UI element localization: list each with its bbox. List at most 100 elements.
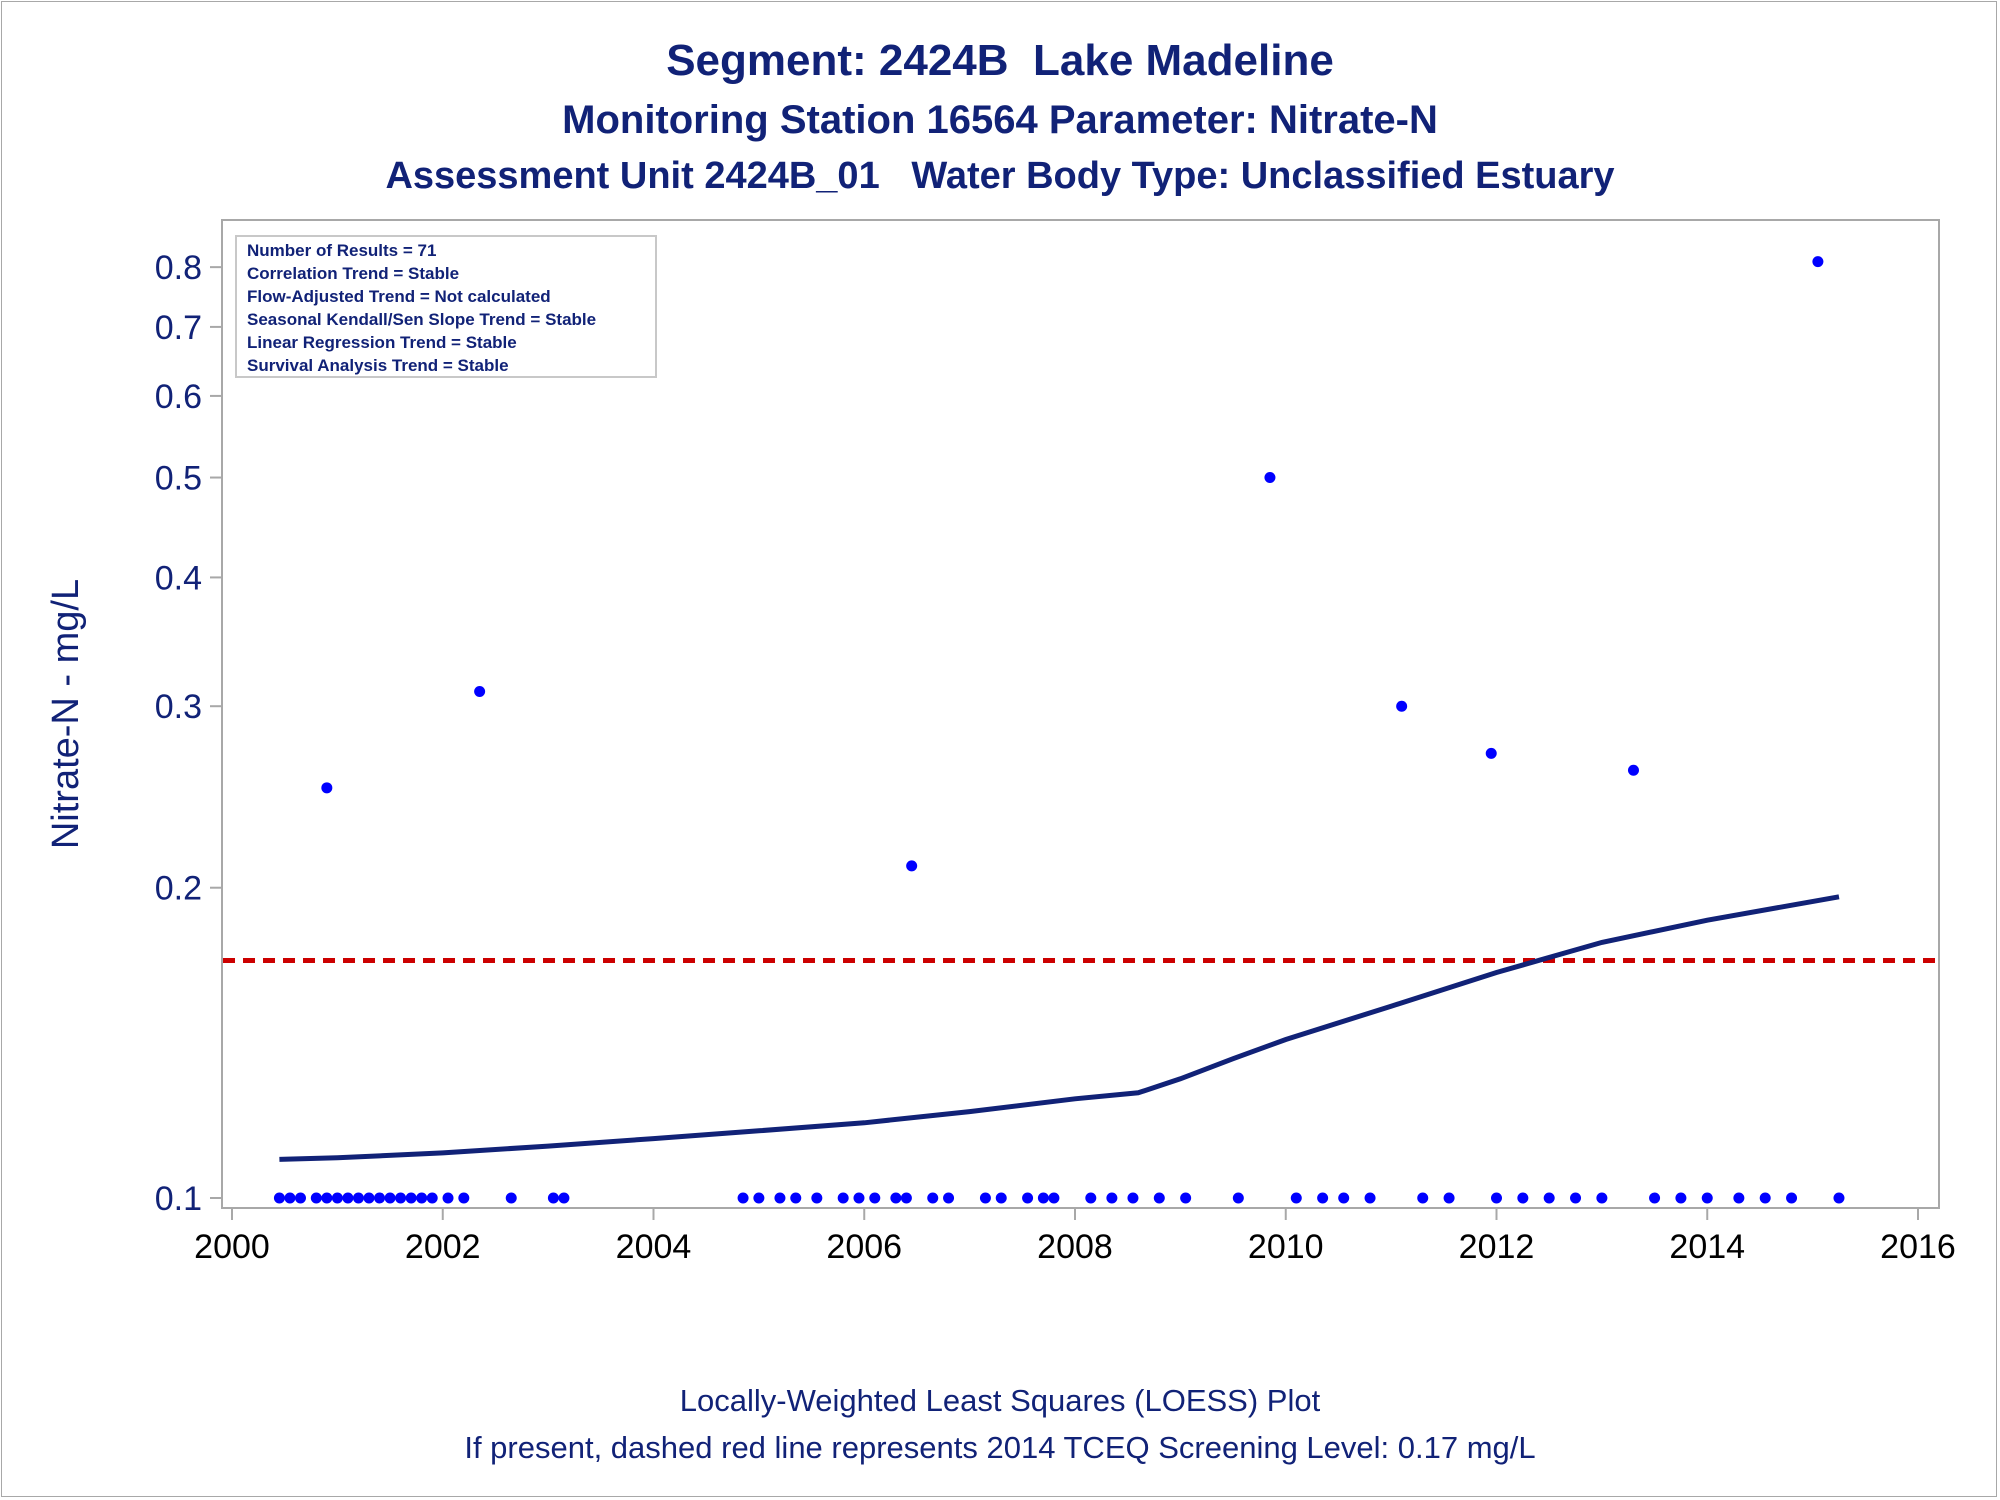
data-point <box>1833 1192 1845 1204</box>
data-point <box>927 1192 939 1204</box>
stats-line: Number of Results = 71 <box>247 241 436 260</box>
stats-line: Seasonal Kendall/Sen Slope Trend = Stabl… <box>247 310 596 329</box>
data-point <box>811 1192 823 1204</box>
data-point <box>1543 1192 1555 1204</box>
plot-border <box>221 219 1940 1209</box>
x-tick-label: 2016 <box>1880 1228 1956 1266</box>
data-point <box>1596 1192 1608 1204</box>
data-point <box>1317 1192 1329 1204</box>
data-point <box>352 1192 364 1204</box>
data-point <box>384 1192 396 1204</box>
data-point <box>395 1192 407 1204</box>
data-point <box>1759 1192 1771 1204</box>
data-point <box>558 1192 570 1204</box>
data-point <box>1786 1192 1798 1204</box>
data-point <box>405 1192 417 1204</box>
stats-line: Correlation Trend = Stable <box>247 264 459 283</box>
data-point <box>1264 472 1276 484</box>
loess-curve <box>279 894 1840 1162</box>
data-point <box>1022 1192 1034 1204</box>
data-point <box>1048 1192 1060 1204</box>
data-point <box>416 1192 428 1204</box>
data-point <box>273 1192 285 1204</box>
y-tick-label: 0.4 <box>155 559 202 597</box>
y-tick-label: 0.5 <box>155 460 202 498</box>
x-axis: 2000 2002 2004 2006 2008 2010 2012 2014 2016 <box>194 1208 1956 1266</box>
data-point <box>321 782 333 794</box>
y-tick-label: 0.6 <box>155 378 202 416</box>
data-point <box>284 1192 296 1204</box>
stats-line: Flow-Adjusted Trend = Not calculated <box>247 287 551 306</box>
data-point <box>1491 1192 1502 1204</box>
data-point <box>1649 1192 1661 1204</box>
data-point <box>1180 1192 1192 1204</box>
data-point <box>331 1192 343 1204</box>
data-point <box>737 1192 749 1204</box>
data-point <box>363 1192 375 1204</box>
y-axis-label: Nitrate-N - mg/L <box>45 579 87 849</box>
data-point <box>790 1192 802 1204</box>
y-tick-label: 0.7 <box>155 309 202 347</box>
y-tick-label: 0.8 <box>155 249 202 287</box>
data-point <box>1570 1192 1582 1204</box>
data-point <box>374 1192 386 1204</box>
stats-box-border <box>235 235 657 378</box>
data-point <box>1338 1192 1350 1204</box>
data-point <box>342 1192 354 1204</box>
stats-line: Linear Regression Trend = Stable <box>247 333 517 352</box>
x-tick-label: 2010 <box>1248 1228 1324 1266</box>
data-point <box>474 686 486 698</box>
data-point <box>1232 1192 1244 1204</box>
data-point <box>1364 1192 1376 1204</box>
data-point <box>1153 1192 1165 1204</box>
x-tick-label: 2014 <box>1669 1228 1745 1266</box>
data-points <box>273 256 1845 1204</box>
data-point <box>979 1192 991 1204</box>
data-point <box>1485 747 1497 759</box>
data-point <box>943 1192 955 1204</box>
data-point <box>458 1192 470 1204</box>
chart-title: Segment: 2424B Lake Madeline <box>666 36 1334 85</box>
y-tick-label: 0.2 <box>155 870 202 908</box>
data-point <box>837 1192 849 1204</box>
data-point <box>900 1192 912 1204</box>
data-point <box>1701 1192 1713 1204</box>
x-tick-label: 2004 <box>616 1228 692 1266</box>
data-point <box>853 1192 865 1204</box>
x-tick-label: 2006 <box>826 1228 902 1266</box>
data-point <box>426 1192 438 1204</box>
chart-subtitle-assessment: Assessment Unit 2424B_01 Water Body Type… <box>385 155 1615 197</box>
data-point <box>505 1192 517 1204</box>
data-point <box>1037 1192 1049 1204</box>
data-point <box>1127 1192 1139 1204</box>
footnote-loess: Locally-Weighted Least Squares (LOESS) P… <box>679 1383 1321 1418</box>
data-point <box>1627 764 1639 776</box>
data-point <box>1085 1192 1097 1204</box>
data-point <box>1812 256 1824 268</box>
data-point <box>1517 1192 1529 1204</box>
data-point <box>1675 1192 1687 1204</box>
x-tick-label: 2002 <box>405 1228 481 1266</box>
data-point <box>294 1192 306 1204</box>
stats-line: Survival Analysis Trend = Stable <box>247 356 509 375</box>
y-tick-label: 0.3 <box>155 688 202 726</box>
data-point <box>1106 1192 1118 1204</box>
data-point <box>321 1192 333 1204</box>
data-point <box>1290 1192 1302 1204</box>
data-point <box>1733 1192 1745 1204</box>
y-axis: 0.1 0.2 0.3 0.4 0.5 0.6 0.7 0.8 <box>155 249 222 1218</box>
data-point <box>310 1192 322 1204</box>
stats-box: Number of Results = 71 Correlation Trend… <box>235 235 657 378</box>
data-point <box>1396 700 1408 712</box>
data-point <box>1417 1192 1429 1204</box>
footnote-screening-level: If present, dashed red line represents 2… <box>464 1430 1536 1465</box>
x-tick-label: 2000 <box>194 1228 270 1266</box>
data-point <box>906 860 918 872</box>
data-point <box>1443 1192 1455 1204</box>
data-point <box>890 1192 902 1204</box>
data-point <box>995 1192 1007 1204</box>
chart-subtitle-station: Monitoring Station 16564 Parameter: Nitr… <box>562 98 1438 142</box>
data-point <box>547 1192 559 1204</box>
